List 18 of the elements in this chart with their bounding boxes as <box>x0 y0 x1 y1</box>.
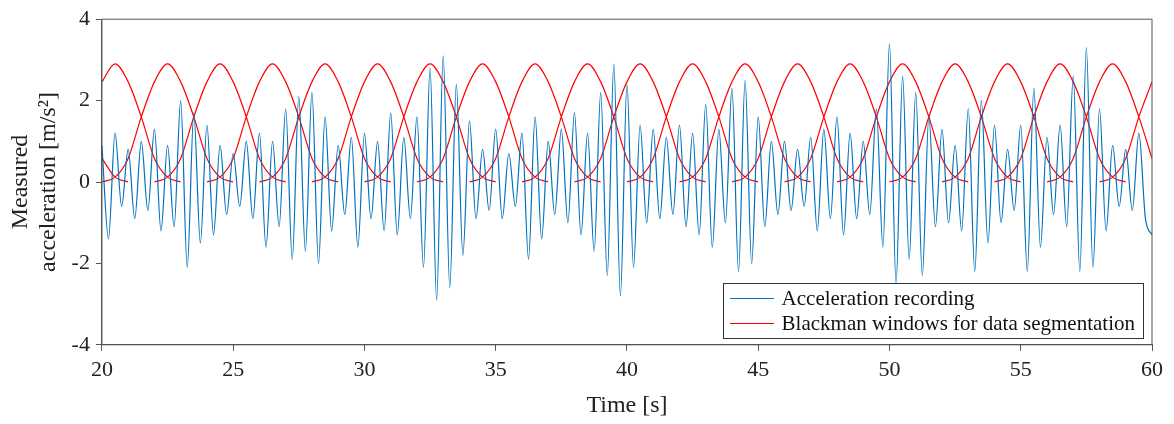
x-tick-label: 55 <box>1009 355 1032 381</box>
x-tick-label: 45 <box>747 355 770 381</box>
x-axis-title: Time [s] <box>586 390 668 417</box>
legend-label: Acceleration recording <box>781 285 975 311</box>
x-tick-label: 20 <box>90 355 113 381</box>
x-tick-label: 30 <box>353 355 376 381</box>
x-tick-label: 25 <box>222 355 245 381</box>
y-tick-label: -4 <box>71 330 90 356</box>
x-tick-label: 35 <box>484 355 507 381</box>
x-tick-label: 40 <box>615 355 638 381</box>
y-tick-label: 2 <box>78 86 90 112</box>
y-tick-label: -2 <box>71 249 90 275</box>
x-tick-label: 50 <box>878 355 901 381</box>
x-tick-label: 60 <box>1141 355 1163 381</box>
y-axis-title: Measured acceleration [m/s²] <box>5 92 61 272</box>
legend-label: Blackman windows for data segmentation <box>781 310 1135 336</box>
y-tick-label: 4 <box>78 4 90 30</box>
y-tick-label: 0 <box>78 167 90 193</box>
